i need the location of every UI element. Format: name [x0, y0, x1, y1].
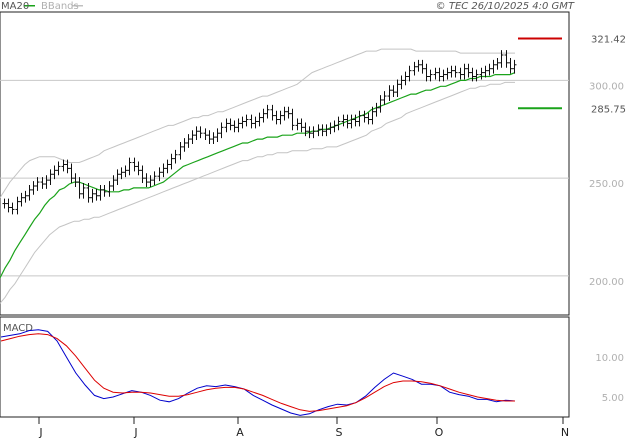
legend-ma20-label: MA20 — [1, 1, 29, 12]
price-bars — [2, 50, 517, 215]
macd-panel-label: MACD — [3, 323, 33, 334]
price-tick-label: 250.00 — [589, 179, 624, 190]
macd-series-signal — [0, 333, 515, 412]
x-month-label: J — [38, 426, 42, 439]
price-axis-labels: 300.00 250.00 200.00 — [589, 81, 624, 287]
x-month-label: N — [561, 426, 569, 439]
price-tick-label: 200.00 — [589, 277, 624, 288]
bollinger-bands — [0, 48, 515, 304]
price-panel-frame — [0, 11, 570, 316]
macd-axis-labels: 10.00 5.00 — [595, 353, 624, 404]
resistance-level-label: 321.42 — [591, 35, 626, 46]
x-month-label: J — [133, 426, 137, 439]
source-timestamp: © TEC 26/10/2025 4:0 GMT — [436, 1, 575, 12]
x-month-label: A — [236, 426, 244, 439]
bb-lower-line — [0, 81, 515, 304]
bbands-legend-swatch — [72, 5, 83, 7]
ma20-line — [0, 72, 516, 279]
ma20-path — [0, 72, 516, 279]
bb-upper-line — [0, 48, 515, 198]
price-level-markers: 321.42 285.75 — [518, 35, 626, 115]
legend-bbands-label: BBands — [41, 1, 79, 12]
macd-lines — [0, 329, 516, 416]
support-level-label: 285.75 — [591, 104, 626, 115]
price-gridlines — [0, 79, 569, 277]
macd-panel-frame — [0, 316, 570, 418]
macd-series-macd — [0, 329, 516, 416]
price-tick-label: 300.00 — [589, 81, 624, 92]
macd-tick-label: 10.00 — [595, 353, 624, 364]
macd-tick-label: 5.00 — [602, 393, 624, 404]
x-month-label: O — [435, 426, 444, 439]
ma20-legend-swatch — [24, 5, 35, 7]
x-month-label: S — [336, 426, 343, 439]
